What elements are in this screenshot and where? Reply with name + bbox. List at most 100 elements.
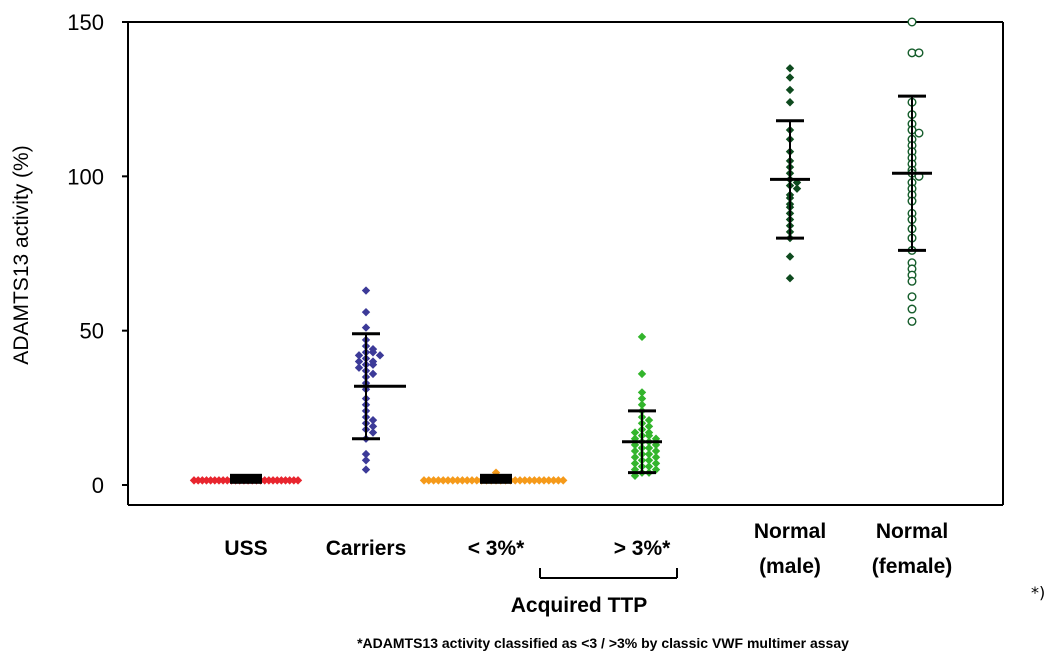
group-bracket-label: Acquired TTP <box>511 594 648 617</box>
data-point <box>368 348 378 357</box>
corner-mark: *) <box>1031 583 1045 602</box>
category-label: Carriers <box>326 537 407 560</box>
data-point <box>539 476 549 485</box>
mean-marker <box>230 473 262 484</box>
category-sublabel: (male) <box>759 555 821 578</box>
footnote: *ADAMTS13 activity classified as <3 / >3… <box>357 635 849 651</box>
data-point <box>375 351 385 360</box>
data-point <box>354 357 364 366</box>
data-point <box>785 73 795 82</box>
y-tick-label: 0 <box>92 473 104 498</box>
data-point <box>644 462 654 471</box>
data-point <box>293 476 303 485</box>
category-label: Normal <box>876 520 948 543</box>
data-point <box>439 476 448 485</box>
data-point <box>368 369 378 379</box>
data-point <box>785 85 795 95</box>
data-point <box>368 422 378 431</box>
data-point <box>419 476 429 485</box>
category-label: USS <box>224 537 267 560</box>
data-point <box>354 351 364 360</box>
data-point <box>907 17 917 27</box>
data-point <box>651 459 661 468</box>
group-bracket <box>539 568 678 579</box>
y-tick-label: 150 <box>67 10 104 35</box>
data-point <box>637 388 647 397</box>
data-point <box>644 431 654 440</box>
data-point <box>368 360 378 369</box>
data-point <box>907 276 917 286</box>
y-axis-title: ADAMTS13 activity (%) <box>10 145 33 364</box>
data-point <box>361 456 371 465</box>
y-ticks: 0 50 100 150 <box>67 10 128 498</box>
data-point <box>630 453 640 462</box>
data-point <box>443 476 453 485</box>
data-point <box>511 476 520 485</box>
data-point <box>549 476 558 485</box>
y-tick-label: 100 <box>67 164 104 189</box>
data-point <box>448 476 457 485</box>
data-point <box>361 449 371 459</box>
category-labels: USS Carriers < 3%* > 3%* Normal (male) Normal (… <box>224 520 953 579</box>
data-point <box>785 98 795 107</box>
data-point <box>637 400 647 409</box>
mean-marker <box>480 473 512 484</box>
data-point <box>361 465 371 474</box>
data-point <box>644 422 654 431</box>
data-point <box>907 292 917 302</box>
mean-sd-markers <box>230 94 932 484</box>
data-point <box>785 252 795 261</box>
data-point <box>651 446 661 456</box>
data-point <box>644 449 654 459</box>
data-point <box>361 323 371 332</box>
data-points <box>189 17 924 485</box>
data-point <box>525 476 534 485</box>
data-point <box>515 476 525 485</box>
data-point <box>472 476 481 485</box>
data-point <box>361 286 371 295</box>
category-label: Normal <box>754 520 826 543</box>
data-point <box>785 64 795 73</box>
data-point <box>467 476 477 485</box>
y-tick-label: 50 <box>80 319 104 344</box>
category-label: < 3%* <box>468 537 525 560</box>
series-points <box>630 332 661 480</box>
data-point <box>914 128 924 138</box>
data-point <box>630 446 640 456</box>
data-point <box>644 443 654 453</box>
data-point <box>785 273 795 283</box>
data-point <box>630 428 640 437</box>
data-point <box>637 332 647 342</box>
data-point <box>530 476 539 485</box>
data-point <box>630 459 640 468</box>
data-point <box>644 415 654 425</box>
data-point <box>644 456 654 465</box>
data-point <box>424 476 433 485</box>
data-point <box>554 476 563 485</box>
category-sublabel: (female) <box>872 555 953 578</box>
category-label: > 3%* <box>614 537 671 560</box>
data-point <box>907 316 917 326</box>
data-point <box>651 453 661 462</box>
series-points <box>785 64 802 283</box>
data-point <box>544 476 553 485</box>
data-point <box>458 476 467 485</box>
data-point <box>453 476 462 485</box>
data-point <box>368 415 378 425</box>
data-point <box>637 394 647 403</box>
data-point <box>792 184 802 193</box>
data-point <box>463 476 472 485</box>
data-point <box>520 476 529 485</box>
data-point <box>559 476 568 485</box>
series-points <box>907 17 924 326</box>
data-point <box>429 476 438 485</box>
axes <box>127 21 1004 506</box>
data-point <box>368 428 378 437</box>
data-point <box>914 48 924 58</box>
series-points <box>354 286 385 474</box>
data-point <box>434 476 443 485</box>
data-point <box>354 363 364 372</box>
data-point <box>907 304 917 314</box>
data-point <box>637 369 647 379</box>
